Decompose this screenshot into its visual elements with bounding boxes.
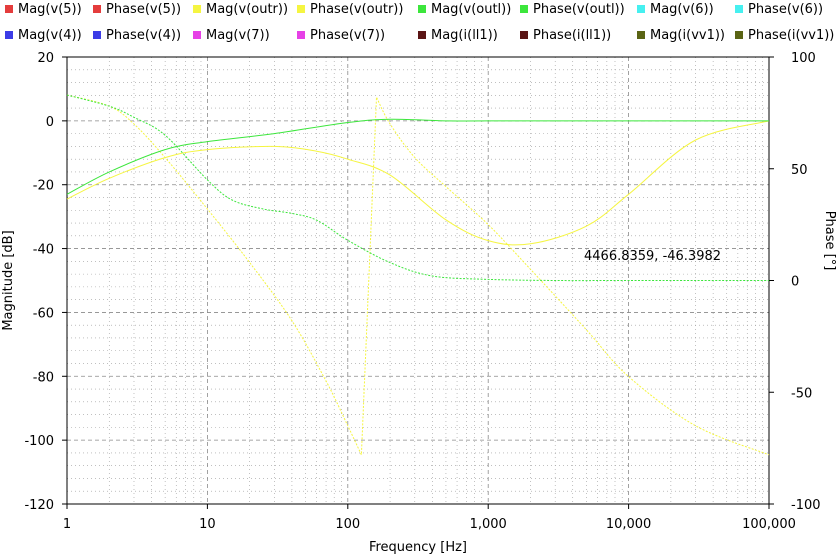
legend-item[interactable]: Phase(v(outr)) xyxy=(297,1,403,19)
legend-item[interactable]: Mag(v(6)) xyxy=(637,1,714,19)
chart-legend: Mag(v(5)) Phase(v(5)) Mag(v(outr)) Phase(v(… xyxy=(0,0,836,50)
legend-label: Phase(v(5)) xyxy=(106,2,182,17)
legend-swatch xyxy=(5,30,13,39)
y2-tick-label: 0 xyxy=(791,275,799,290)
legend-label: Phase(i(ll1)) xyxy=(533,28,612,43)
legend-item[interactable]: Mag(v(7)) xyxy=(193,27,270,45)
series-phase-v-outl xyxy=(66,94,769,282)
series-mag-v-outr xyxy=(66,120,770,246)
y-tick-label: 0 xyxy=(46,115,54,130)
legend-label: Mag(v(outl)) xyxy=(431,2,512,17)
legend-label: Phase(v(outl)) xyxy=(533,2,625,17)
legend-item[interactable]: Phase(v(7)) xyxy=(297,27,385,45)
y-tick-label: -80 xyxy=(33,370,54,385)
y-tick-label: -60 xyxy=(33,306,54,321)
legend-label: Phase(v(6)) xyxy=(748,2,824,17)
x-tick-label: 100 xyxy=(335,517,360,532)
legend-swatch xyxy=(193,30,201,39)
series-phase-v-outr xyxy=(66,94,770,456)
legend-swatch xyxy=(93,30,101,39)
series-mag-v-outl xyxy=(66,118,769,195)
legend-item[interactable]: Mag(v(outl)) xyxy=(418,1,511,19)
x-tick-label: 1,000 xyxy=(470,517,507,532)
legend-swatch xyxy=(5,4,13,13)
legend-label: Mag(i(vv1)) xyxy=(650,28,725,43)
cursor-readout: 4466.8359, -46.3982 xyxy=(584,249,721,264)
y-tick-label: -100 xyxy=(24,434,54,449)
legend-label: Mag(v(outr)) xyxy=(206,2,289,17)
legend-item[interactable]: Phase(i(ll1)) xyxy=(520,27,611,45)
legend-swatch xyxy=(193,4,201,13)
legend-item[interactable]: Phase(v(4)) xyxy=(93,27,181,45)
y2-tick-label: -100 xyxy=(791,498,821,513)
legend-swatch xyxy=(520,4,528,13)
x-tick-label: 100,000 xyxy=(742,517,796,532)
legend-swatch xyxy=(735,4,743,13)
y-axis-title: Magnitude [dB] xyxy=(1,230,16,330)
x-tick-label: 1 xyxy=(63,517,71,532)
legend-item[interactable]: Phase(v(5)) xyxy=(93,1,181,19)
legend-item[interactable]: Mag(v(4)) xyxy=(5,27,82,45)
legend-swatch xyxy=(297,4,305,13)
legend-label: Mag(v(7)) xyxy=(206,28,270,43)
y-tick-label: -120 xyxy=(24,498,54,513)
legend-label: Phase(v(4)) xyxy=(106,28,182,43)
legend-label: Mag(v(4)) xyxy=(18,28,82,43)
legend-swatch xyxy=(418,4,426,13)
y2-tick-label: 50 xyxy=(791,163,808,178)
legend-swatch xyxy=(520,30,528,39)
legend-swatch xyxy=(637,30,645,39)
legend-label: Phase(v(7)) xyxy=(310,28,386,43)
legend-swatch xyxy=(735,30,743,39)
legend-label: Mag(v(6)) xyxy=(650,2,714,17)
x-tick-label: 10 xyxy=(199,517,216,532)
y2-tick-label: 100 xyxy=(791,51,816,66)
legend-item[interactable]: Mag(i(ll1)) xyxy=(418,27,498,45)
legend-swatch xyxy=(418,30,426,39)
legend-label: Mag(i(ll1)) xyxy=(431,28,498,43)
legend-swatch xyxy=(297,30,305,39)
legend-swatch xyxy=(637,4,645,13)
x-axis-title: Frequency [Hz] xyxy=(369,540,467,555)
legend-item[interactable]: Phase(v(outl)) xyxy=(520,1,625,19)
legend-item[interactable]: Mag(i(vv1)) xyxy=(637,27,725,45)
legend-item[interactable]: Phase(v(6)) xyxy=(735,1,823,19)
legend-item[interactable]: Phase(i(vv1)) xyxy=(735,27,834,45)
y2-tick-label: -50 xyxy=(791,386,812,401)
y-tick-label: -40 xyxy=(33,243,54,258)
legend-item[interactable]: Mag(v(5)) xyxy=(5,1,82,19)
y2-axis-title: Phase [°] xyxy=(822,211,836,271)
x-tick-label: 10,000 xyxy=(606,517,652,532)
legend-label: Mag(v(5)) xyxy=(18,2,82,17)
legend-item[interactable]: Mag(v(outr)) xyxy=(193,1,288,19)
y-tick-label: 20 xyxy=(37,51,54,66)
legend-swatch xyxy=(93,4,101,13)
y-tick-label: -20 xyxy=(33,179,54,194)
legend-label: Phase(i(vv1)) xyxy=(748,28,835,43)
legend-label: Phase(v(outr)) xyxy=(310,2,404,17)
